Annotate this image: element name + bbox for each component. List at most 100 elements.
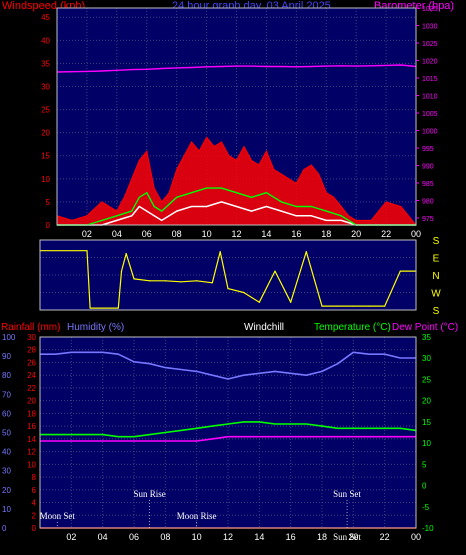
humidity-line-point xyxy=(55,353,57,355)
barometer-line-point xyxy=(265,65,268,68)
rain-y-tick-label: 2 xyxy=(32,511,37,520)
event-label: Sun Set xyxy=(333,489,361,499)
humidity-line-point xyxy=(384,353,386,355)
dewpoint-line-point xyxy=(384,436,386,438)
temperature-x-tick-label: 04 xyxy=(98,532,108,542)
baro-y-tick-label: 990 xyxy=(422,164,434,171)
dewpoint-line-point xyxy=(211,438,213,440)
wind-x-tick-label: 06 xyxy=(142,229,152,239)
baro-y-tick-label: 1010 xyxy=(422,94,438,101)
temp-y-tick-label: 20 xyxy=(422,397,431,406)
dewpoint-line-point xyxy=(164,440,166,442)
temp-y-tick-label: 5 xyxy=(422,460,427,469)
wind-x-tick-label: 08 xyxy=(172,229,182,239)
dewpoint-line-point xyxy=(368,436,370,438)
direction-axis-label: E xyxy=(433,254,440,265)
rain-y-tick-label: 14 xyxy=(27,435,36,444)
wind-speed-line-point xyxy=(131,215,133,217)
event-label: Moon Rise xyxy=(177,511,217,521)
humidity-line-point xyxy=(399,357,401,359)
temperature-line-point xyxy=(102,434,104,436)
windchill-title: Windchill xyxy=(244,322,284,333)
wind-average-line xyxy=(57,187,416,226)
baro-y-tick-label: 995 xyxy=(422,146,434,153)
event-label: Sun Rise xyxy=(134,489,166,499)
temperature-line-point xyxy=(321,425,323,427)
barometer-line-point xyxy=(220,65,223,68)
wind-direction-line-point xyxy=(399,270,401,272)
temperature-x-tick-label: 16 xyxy=(286,532,296,542)
wind-x-tick-label: 22 xyxy=(381,229,391,239)
temp-y-tick-label: 0 xyxy=(422,482,427,491)
barometer-line-point xyxy=(250,65,253,67)
temperature-line-point xyxy=(117,436,119,438)
temperature-x-tick-label: 10 xyxy=(192,532,202,542)
humidity-line-point xyxy=(290,372,292,374)
temp-y-tick-label: 10 xyxy=(422,439,431,448)
barometer-line-point xyxy=(400,64,402,66)
wind-y-tick-label: 25 xyxy=(41,106,50,115)
humidity-line-point xyxy=(352,351,354,353)
humidity-y-tick-label: 70 xyxy=(2,390,11,399)
wind-direction-line-point xyxy=(125,253,127,255)
wind-direction-line-point xyxy=(86,250,88,252)
temp-y-tick-label: 35 xyxy=(422,333,431,342)
wind-speed-line-point xyxy=(265,205,268,208)
wind-direction-line-point xyxy=(102,307,104,309)
barometer-line-point xyxy=(340,65,342,67)
dewpoint-line-point xyxy=(133,440,135,442)
humidity-axis-title: Humidity (%) xyxy=(67,322,124,333)
wind-direction-line-point xyxy=(352,305,354,307)
humidity-line-point xyxy=(258,372,260,374)
humidity-line-point xyxy=(149,363,151,365)
temperature-line-point xyxy=(399,427,401,429)
wind-x-tick-label: 10 xyxy=(202,229,212,239)
wind-direction-line-point xyxy=(117,307,119,309)
wind-speed-line-point xyxy=(310,215,312,217)
wind-average-line-point xyxy=(153,205,155,208)
wind-direction-line-point xyxy=(211,282,213,284)
rain-y-tick-label: 26 xyxy=(27,358,36,367)
wind-x-tick-label: 20 xyxy=(351,229,361,239)
wind-average-line-point xyxy=(101,219,103,221)
wind-speed-line-point xyxy=(250,210,253,212)
wind-direction-line-point xyxy=(120,270,123,272)
temp-y-tick-label: 25 xyxy=(422,375,431,384)
temperature-line-point xyxy=(368,427,370,429)
barometer-line-point xyxy=(280,65,282,68)
direction-axis-label: N xyxy=(432,271,439,282)
temperature-x-tick-label: 00 xyxy=(411,532,421,542)
wind-direction-line-point xyxy=(337,305,339,307)
baro-y-tick-label: 1035 xyxy=(422,6,438,13)
wind-average-line-point xyxy=(325,210,327,212)
wind-average-line-point xyxy=(116,215,118,217)
dewpoint-line-point xyxy=(227,436,229,438)
baro-y-tick-label: 980 xyxy=(422,199,434,206)
humidity-y-tick-label: 100 xyxy=(2,333,16,342)
humidity-line-point xyxy=(227,378,229,380)
temperature-line-point xyxy=(274,423,276,425)
wind-x-tick-label: 00 xyxy=(411,229,421,239)
wind-x-tick-label: 04 xyxy=(112,229,122,239)
humidity-line-point xyxy=(211,374,213,376)
temp-y-tick-label: 15 xyxy=(422,418,431,427)
temperature-x-tick-label: 02 xyxy=(66,532,76,542)
dewpoint-line-point xyxy=(117,440,119,442)
dewpoint-line-point xyxy=(337,436,339,438)
direction-axis-label: W xyxy=(431,289,441,300)
humidity-y-tick-label: 60 xyxy=(2,409,11,418)
wind-average-line-point xyxy=(205,187,208,189)
temperature-x-tick-label: 20 xyxy=(348,532,358,542)
barometer-line-point xyxy=(71,71,73,73)
rain-y-tick-label: 24 xyxy=(27,371,36,380)
humidity-y-tick-label: 40 xyxy=(2,448,11,457)
barometer-line-point xyxy=(310,65,312,68)
baro-y-tick-label: 1030 xyxy=(422,24,438,31)
rain-y-tick-label: 0 xyxy=(32,524,37,533)
humidity-line-point xyxy=(243,374,245,376)
humidity-y-tick-label: 30 xyxy=(2,467,11,476)
wind-speed-line-point xyxy=(176,210,178,212)
humidity-line-point xyxy=(70,351,72,353)
barometer-line-point xyxy=(355,65,357,67)
